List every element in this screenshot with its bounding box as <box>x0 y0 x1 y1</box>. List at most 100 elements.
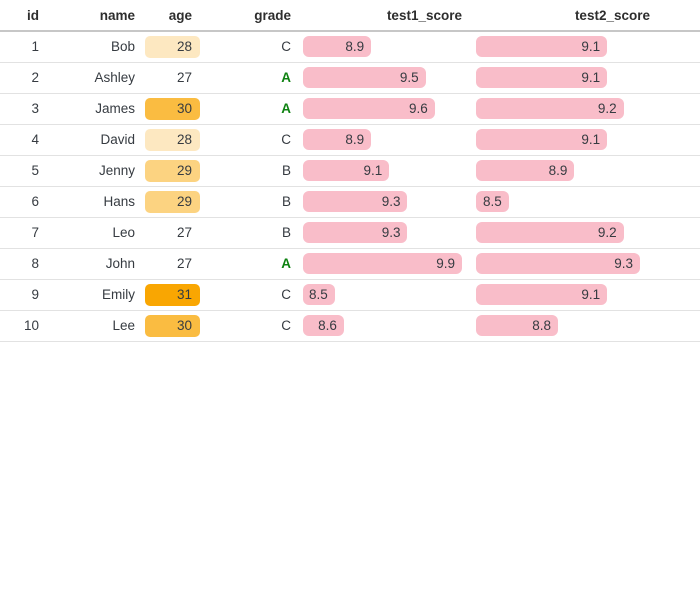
test1-score-bar: 8.5 <box>303 284 335 305</box>
test2-score-bar-track: 9.2 <box>476 222 640 243</box>
test1-score-bar-track: 9.1 <box>303 160 462 181</box>
cell-test2-score: 9.2 <box>462 93 650 124</box>
test2-score-bar: 9.2 <box>476 98 624 119</box>
age-highlight-chip: 30 <box>145 97 200 120</box>
test2-score-bar-track: 9.3 <box>476 253 640 274</box>
cell-id: 5 <box>31 163 39 178</box>
cell-test2-score: 9.1 <box>462 124 650 155</box>
cell-grade: B <box>202 217 295 248</box>
grade-value: B <box>281 225 291 240</box>
cell-grade: A <box>202 93 295 124</box>
test1-score-bar: 8.6 <box>303 315 344 336</box>
cell-test1-score: 9.3 <box>295 217 462 248</box>
header-row: id name age grade test1_score test2_scor… <box>0 0 700 32</box>
col-header-age: age <box>140 0 202 32</box>
age-highlight-chip: 29 <box>145 159 200 182</box>
test2-score-bar-track: 8.8 <box>476 315 640 336</box>
cell-age: 28 <box>140 124 202 155</box>
table-row: 6 Hans 29 B 9.3 8.5 <box>0 186 700 217</box>
table-row: 10 Lee 30 C 8.6 8.8 <box>0 310 700 341</box>
cell-grade: C <box>202 31 295 62</box>
cell-age: 31 <box>140 279 202 310</box>
table-row: 1 Bob 28 C 8.9 9.1 <box>0 31 700 62</box>
test2-score-bar: 8.5 <box>476 191 509 212</box>
grade-value: C <box>281 132 291 147</box>
age-highlight-chip: 31 <box>145 283 200 306</box>
cell-test1-score: 8.5 <box>295 279 462 310</box>
grade-value: A <box>281 256 291 271</box>
cell-test1-score: 9.1 <box>295 155 462 186</box>
table-row: 8 John 27 A 9.9 9.3 <box>0 248 700 279</box>
cell-grade: C <box>202 310 295 341</box>
cell-age: 27 <box>140 62 202 93</box>
test2-score-bar: 9.1 <box>476 67 608 88</box>
cell-spacer <box>650 124 700 155</box>
test1-score-bar-track: 9.3 <box>303 191 462 212</box>
cell-name: Hans <box>103 194 135 209</box>
col-header-test1-score: test1_score <box>295 0 462 32</box>
col-header-spacer <box>650 0 700 32</box>
col-header-grade: grade <box>202 0 295 32</box>
cell-test2-score: 9.1 <box>462 62 650 93</box>
test1-score-bar: 9.9 <box>303 253 462 274</box>
cell-age: 27 <box>140 217 202 248</box>
cell-test1-score: 9.5 <box>295 62 462 93</box>
test2-score-bar: 9.1 <box>476 36 608 58</box>
cell-id: 9 <box>31 287 39 302</box>
cell-spacer <box>650 279 700 310</box>
test2-score-bar: 9.3 <box>476 253 640 274</box>
cell-spacer <box>650 186 700 217</box>
age-highlight-chip: 30 <box>145 314 200 337</box>
cell-test2-score: 9.1 <box>462 31 650 62</box>
test2-score-bar-track: 8.5 <box>476 191 640 212</box>
cell-spacer <box>650 155 700 186</box>
cell-name: Jenny <box>98 163 135 178</box>
cell-test2-score: 8.9 <box>462 155 650 186</box>
test1-score-bar: 8.9 <box>303 129 372 150</box>
test1-score-bar-track: 8.9 <box>303 129 462 150</box>
cell-grade: B <box>202 186 295 217</box>
cell-name: James <box>95 101 135 116</box>
test2-score-bar: 9.1 <box>476 129 608 150</box>
styled-dataframe: id name age grade test1_score test2_scor… <box>0 0 700 341</box>
cell-id: 10 <box>23 318 39 333</box>
test2-score-bar-track: 9.1 <box>476 67 640 88</box>
cell-grade: A <box>202 62 295 93</box>
cell-age: 28 <box>140 31 202 62</box>
test2-score-bar-track: 8.9 <box>476 160 640 181</box>
grade-value: C <box>281 39 291 55</box>
test1-score-bar: 9.3 <box>303 222 408 243</box>
age-highlight-chip: 27 <box>176 256 192 271</box>
cell-spacer <box>650 248 700 279</box>
age-highlight-chip: 29 <box>145 190 200 213</box>
cell-age: 29 <box>140 186 202 217</box>
table-row: 9 Emily 31 C 8.5 9.1 <box>0 279 700 310</box>
cell-id: 8 <box>31 256 39 271</box>
test1-score-bar-track: 9.9 <box>303 253 462 274</box>
test1-score-bar-track: 8.9 <box>303 36 462 58</box>
cell-grade: C <box>202 279 295 310</box>
cell-id: 6 <box>31 194 39 209</box>
cell-age: 30 <box>140 93 202 124</box>
test2-score-bar-track: 9.1 <box>476 284 640 305</box>
cell-test2-score: 9.1 <box>462 279 650 310</box>
cell-test1-score: 9.3 <box>295 186 462 217</box>
test2-score-bar-track: 9.1 <box>476 36 640 58</box>
cell-name: Lee <box>112 318 135 333</box>
cell-name: David <box>100 132 135 147</box>
cell-test1-score: 8.6 <box>295 310 462 341</box>
test1-score-bar-track: 9.5 <box>303 67 462 88</box>
col-header-test2-score: test2_score <box>462 0 650 32</box>
cell-age: 30 <box>140 310 202 341</box>
test2-score-bar: 9.1 <box>476 284 608 305</box>
test1-score-bar: 8.9 <box>303 36 372 58</box>
cell-name: Ashley <box>94 70 135 85</box>
test1-score-bar-track: 8.6 <box>303 315 462 336</box>
cell-id: 1 <box>31 39 39 55</box>
test1-score-bar: 9.1 <box>303 160 390 181</box>
age-highlight-chip: 27 <box>176 70 192 85</box>
cell-id: 7 <box>31 225 39 240</box>
cell-test2-score: 9.3 <box>462 248 650 279</box>
grade-value: A <box>281 70 291 85</box>
cell-test2-score: 8.8 <box>462 310 650 341</box>
